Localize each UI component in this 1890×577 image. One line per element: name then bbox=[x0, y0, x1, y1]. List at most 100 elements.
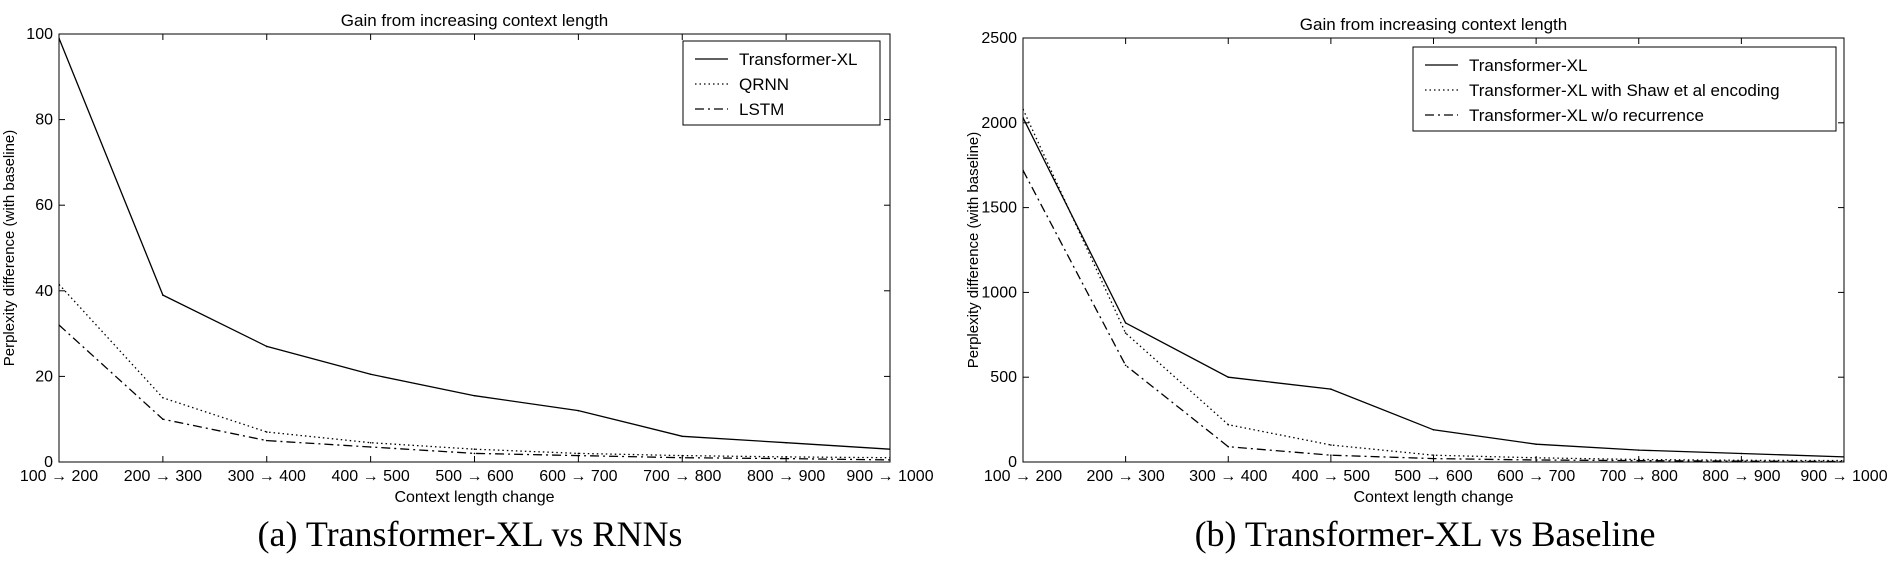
series-1-point bbox=[1843, 456, 1844, 458]
x-tick-label: 200 → 300 bbox=[124, 468, 202, 485]
chart-title: Gain from increasing context length bbox=[1300, 15, 1567, 34]
series-1-point bbox=[369, 373, 372, 376]
x-tick-label: 600 → 700 bbox=[539, 468, 617, 485]
x-tick-label: 200 → 300 bbox=[1086, 468, 1164, 485]
series-2-point bbox=[577, 452, 580, 455]
series-1-point bbox=[1023, 116, 1024, 119]
series-3-point bbox=[162, 418, 164, 421]
legend-label: Transformer-XL w/o recurrence bbox=[1469, 106, 1704, 125]
series-3-point bbox=[889, 459, 890, 461]
series-line-2 bbox=[59, 283, 890, 459]
series-3-point bbox=[1740, 460, 1743, 462]
series-1-point bbox=[59, 37, 60, 40]
series-2-point bbox=[1330, 444, 1332, 446]
series-3-point bbox=[265, 439, 268, 442]
legend-label: Transformer-XL with Shaw et al encoding bbox=[1469, 81, 1780, 100]
series-3-point bbox=[59, 324, 60, 326]
series-1-point bbox=[1330, 388, 1332, 390]
y-tick-label: 1000 bbox=[981, 284, 1017, 301]
x-tick-label: 800 → 900 bbox=[747, 468, 825, 485]
series-1-point bbox=[1740, 452, 1743, 455]
series-3-point bbox=[473, 452, 476, 455]
y-tick-label: 0 bbox=[1008, 454, 1017, 471]
series-3-point bbox=[681, 456, 684, 459]
series-1-point bbox=[889, 448, 890, 450]
series-3-point bbox=[1843, 460, 1844, 462]
series-3-point bbox=[1637, 459, 1640, 462]
series-2-point bbox=[785, 456, 787, 458]
x-tick-label: 400 → 500 bbox=[331, 468, 409, 485]
chart-title: Gain from increasing context length bbox=[341, 11, 608, 30]
series-3-point bbox=[577, 454, 580, 457]
x-axis-label: Context length change bbox=[394, 489, 554, 506]
series-3-point bbox=[785, 457, 787, 460]
chart-b: Gain from increasing context length 100 →… bbox=[965, 15, 1888, 506]
x-tick-label: 100 → 200 bbox=[984, 468, 1062, 485]
series-3-point bbox=[1023, 169, 1024, 172]
legend-label: LSTM bbox=[739, 100, 784, 119]
series-1-point bbox=[1227, 376, 1230, 379]
series-3-point bbox=[1227, 445, 1230, 448]
legend-label: Transformer-XL bbox=[739, 50, 857, 69]
y-tick-label: 100 bbox=[26, 26, 53, 43]
x-tick-label: 600 → 700 bbox=[1497, 468, 1575, 485]
x-tick-label: 900 → 1000 bbox=[1800, 468, 1887, 485]
chart-panel-b: Gain from increasing context length 100 →… bbox=[945, 0, 1890, 577]
series-1-point bbox=[577, 409, 580, 412]
series-3-point bbox=[1432, 457, 1435, 460]
series-2-point bbox=[681, 454, 684, 457]
y-axis-label: Perplexity difference (with baseline) bbox=[1, 130, 18, 367]
series-1-point bbox=[1124, 322, 1127, 324]
y-tick-label: 500 bbox=[990, 369, 1017, 386]
series-line-3 bbox=[1023, 169, 1844, 462]
legend bbox=[682, 40, 881, 126]
x-tick-label: 800 → 900 bbox=[1702, 468, 1780, 485]
series-1-point bbox=[473, 394, 476, 397]
x-tick-label: 500 → 600 bbox=[435, 468, 513, 485]
series-2-point bbox=[1637, 458, 1640, 461]
chart-panel-a: Gain from increasing context length 100 →… bbox=[1, 11, 934, 554]
y-tick-label: 2000 bbox=[981, 115, 1017, 132]
x-tick-label: 300 → 400 bbox=[228, 468, 306, 485]
caption-a: (a) Transformer-XL vs RNNs bbox=[257, 514, 683, 554]
y-axis-label: Perplexity difference (with baseline) bbox=[965, 132, 982, 369]
series-line-2 bbox=[1023, 108, 1844, 462]
series-2-point bbox=[59, 283, 60, 286]
series-2-point bbox=[1535, 456, 1537, 459]
x-tick-label: 500 → 600 bbox=[1394, 468, 1472, 485]
series-3-point bbox=[1330, 454, 1332, 457]
y-tick-label: 60 bbox=[35, 197, 53, 214]
series-2-point bbox=[162, 397, 164, 399]
series-3-point bbox=[1124, 364, 1127, 367]
series-1-point bbox=[1432, 428, 1435, 431]
series-line-1 bbox=[1023, 117, 1844, 458]
y-tick-label: 0 bbox=[44, 454, 53, 471]
series-1-point bbox=[1535, 443, 1537, 445]
series-2-point bbox=[1023, 108, 1024, 111]
legend-label: Transformer-XL bbox=[1469, 56, 1587, 75]
x-tick-label: 100 → 200 bbox=[20, 468, 98, 485]
series-1-point bbox=[265, 345, 268, 348]
series-1-point bbox=[1637, 449, 1640, 451]
series-1-point bbox=[681, 435, 684, 438]
series-2-point bbox=[1227, 423, 1230, 426]
x-tick-label: 400 → 500 bbox=[1292, 468, 1370, 485]
x-axis-label: Context length change bbox=[1353, 489, 1513, 506]
series-line-3 bbox=[59, 324, 890, 461]
x-tick-label: 700 → 800 bbox=[643, 468, 721, 485]
x-tick-label: 700 → 800 bbox=[1600, 468, 1678, 485]
series-2-point bbox=[369, 441, 372, 444]
series-3-point bbox=[369, 446, 372, 448]
legend bbox=[1412, 46, 1837, 132]
series-2-point bbox=[889, 456, 890, 459]
y-tick-label: 20 bbox=[35, 368, 53, 385]
series-1-point bbox=[162, 294, 164, 296]
series-3-point bbox=[1535, 459, 1537, 461]
series-2-point bbox=[1124, 332, 1127, 334]
caption-b: (b) Transformer-XL vs Baseline bbox=[1194, 514, 1656, 554]
series-2-point bbox=[1432, 454, 1435, 457]
series-2-point bbox=[473, 448, 476, 450]
x-tick-label: 300 → 400 bbox=[1189, 468, 1267, 485]
y-tick-label: 80 bbox=[35, 112, 53, 129]
x-tick-label: 900 → 1000 bbox=[846, 468, 933, 485]
